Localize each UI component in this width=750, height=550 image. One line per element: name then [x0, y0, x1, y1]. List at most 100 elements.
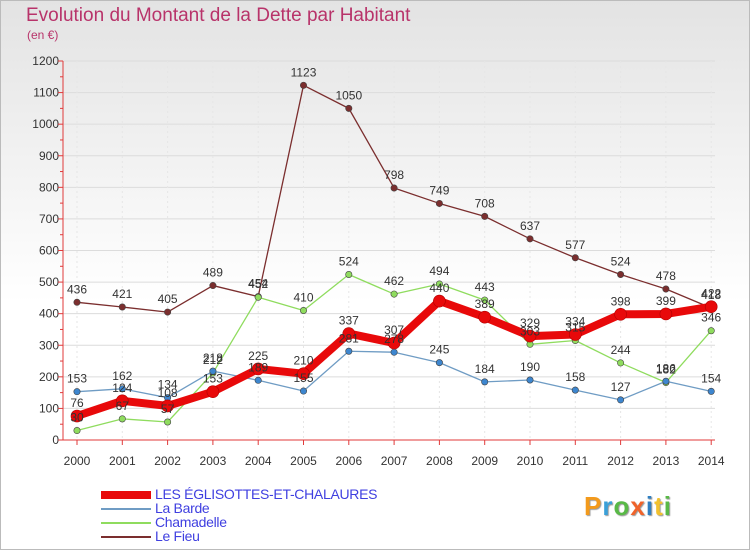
data-label: 182 — [656, 363, 676, 377]
data-point — [617, 396, 625, 404]
grid — [63, 60, 715, 440]
data-label: 329 — [520, 316, 540, 330]
data-label: 153 — [67, 372, 87, 386]
y-tick-label: 1000 — [32, 117, 59, 131]
data-point — [345, 271, 353, 279]
data-label: 189 — [248, 360, 268, 374]
data-point — [345, 104, 353, 112]
legend-label: LES ÉGLISOTTES-ET-CHALAURES — [155, 486, 378, 502]
logo-letter: i — [645, 491, 655, 521]
data-label: 440 — [429, 281, 449, 295]
data-label: 225 — [248, 349, 268, 363]
x-tick-label: 2010 — [517, 454, 544, 468]
data-label: 346 — [701, 311, 721, 325]
y-tick-label: 0 — [52, 433, 59, 447]
data-label: 422 — [701, 287, 721, 301]
data-label: 127 — [611, 380, 631, 394]
data-label: 158 — [565, 370, 585, 384]
data-label: 244 — [611, 343, 631, 357]
data-label: 436 — [67, 282, 87, 296]
x-tick-label: 2002 — [154, 454, 181, 468]
data-label: 218 — [203, 351, 223, 365]
logo-letter: x — [630, 491, 646, 521]
y-tick-label: 1100 — [33, 86, 59, 100]
data-point — [659, 307, 673, 321]
data-point — [299, 81, 307, 89]
data-label: 153 — [203, 372, 223, 386]
data-label: 798 — [384, 168, 404, 182]
series-layer — [70, 81, 718, 435]
y-tick-label: 800 — [39, 180, 59, 194]
x-tick-label: 2013 — [653, 454, 680, 468]
data-label: 421 — [112, 287, 132, 301]
data-point — [435, 199, 443, 207]
data-point — [433, 294, 446, 308]
data-point — [390, 348, 398, 356]
data-label: 1050 — [335, 88, 362, 102]
data-point — [118, 303, 126, 311]
data-label: 405 — [158, 292, 178, 306]
data-label: 577 — [565, 238, 585, 252]
legend-label: Chamadelle — [155, 514, 227, 530]
x-tick-label: 2011 — [562, 454, 588, 468]
proxiti-logo: Proxiti — [584, 491, 672, 522]
data-label: 154 — [701, 371, 721, 385]
data-point — [478, 310, 492, 324]
legend-label: La Barde — [155, 500, 210, 516]
legend-swatch-eglisottes — [101, 491, 151, 499]
chart-title: Evolution du Montant de la Dette par Hab… — [26, 5, 411, 26]
data-label: 212 — [203, 353, 223, 367]
legend-swatch-la-barde — [101, 508, 151, 510]
legend-swatch-le-fieu — [101, 536, 151, 538]
data-label: 478 — [656, 269, 676, 283]
x-tick-label: 2004 — [245, 454, 272, 468]
data-label: 124 — [112, 381, 132, 395]
data-point — [571, 386, 579, 394]
x-tick-label: 2012 — [607, 454, 634, 468]
data-point — [254, 376, 262, 384]
data-label: 57 — [161, 402, 175, 416]
data-label: 278 — [384, 332, 404, 346]
data-point — [481, 296, 489, 304]
data-point — [707, 327, 715, 335]
data-point — [297, 367, 310, 380]
data-point — [73, 388, 81, 396]
data-point — [481, 378, 489, 386]
data-point — [435, 280, 443, 288]
data-point — [118, 385, 126, 393]
data-label: 108 — [158, 386, 178, 400]
data-label: 186 — [656, 361, 676, 375]
data-label: 418 — [701, 288, 721, 302]
data-point — [662, 285, 670, 293]
data-label: 134 — [158, 378, 178, 392]
y-tick-label: 500 — [39, 275, 59, 289]
data-label: 637 — [520, 219, 540, 233]
data-label: 245 — [429, 343, 449, 357]
logo-letter: r — [602, 491, 614, 521]
data-label: 398 — [611, 294, 631, 308]
x-tick-label: 2014 — [698, 454, 725, 468]
chart-unit: (en €) — [27, 28, 59, 42]
data-point — [568, 328, 582, 341]
data-point — [251, 362, 265, 376]
data-label: 76 — [70, 396, 84, 410]
data-point — [617, 271, 625, 279]
data-label: 190 — [520, 360, 540, 374]
data-point — [254, 293, 262, 301]
data-point — [73, 427, 81, 435]
logo-letter: t — [654, 491, 664, 521]
data-point — [164, 308, 172, 316]
y-tick-label: 200 — [39, 370, 59, 384]
data-label: 303 — [520, 324, 540, 338]
data-point — [70, 409, 84, 423]
data-point — [164, 418, 172, 426]
data-label: 337 — [339, 314, 359, 328]
data-point — [299, 387, 307, 395]
data-point — [206, 385, 220, 398]
data-label: 162 — [112, 369, 132, 383]
data-label: 708 — [475, 196, 495, 210]
data-label: 307 — [384, 323, 404, 337]
data-label: 30 — [70, 411, 84, 425]
data-label: 281 — [339, 331, 359, 345]
